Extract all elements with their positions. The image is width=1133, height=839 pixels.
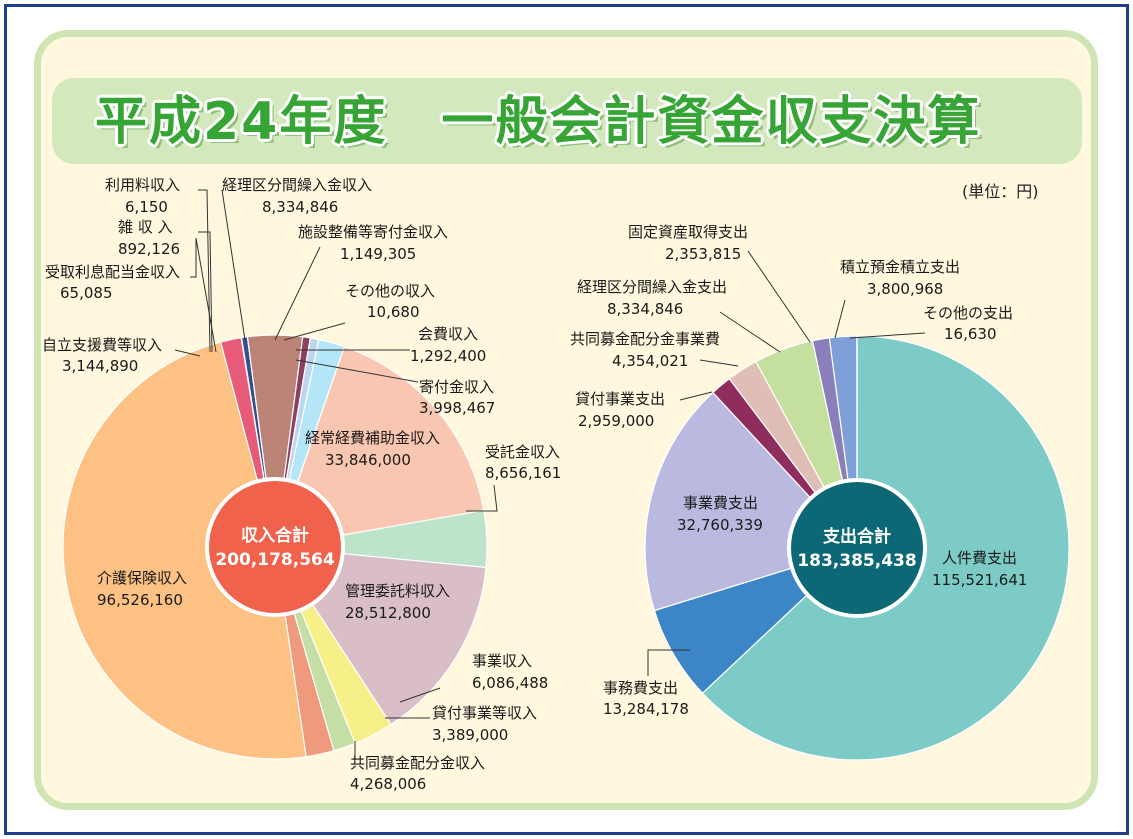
pie-0-label-10: 経理区分間繰入金収入 (222, 176, 372, 194)
pie-0-value-11: 1,149,305 (340, 245, 416, 263)
pie-1-leader-1 (647, 649, 690, 676)
pie-1-leader-4 (699, 359, 739, 367)
pie-0-leader-11 (274, 246, 321, 341)
pie-1-value-0: 115,521,641 (932, 571, 1027, 589)
pie-1-label-3: 貸付事業支出 (575, 390, 665, 408)
pie-0-leader-9 (198, 189, 211, 353)
pie-0-label-8: 雑 収 入 (118, 218, 173, 236)
pie-1-leader-6 (747, 250, 811, 343)
pie-1-label-0: 人件費支出 (942, 549, 1017, 567)
pie-0-label-14: 寄付金収入 (419, 378, 494, 396)
pie-0-label-11: 施設整備等寄付金収入 (298, 223, 448, 241)
pie-1-value-2: 32,760,339 (677, 516, 763, 534)
pie-0-value-2: 6,086,488 (472, 674, 548, 692)
pie-0-leader-7 (190, 237, 217, 353)
pie-1-label-8: その他の支出 (923, 304, 1013, 322)
pie-0-value-9: 6,150 (125, 198, 168, 216)
pie-0-label-2: 事業収入 (472, 652, 532, 670)
pie-0-value-3: 3,389,000 (432, 726, 508, 744)
pie-0-total-value: 200,178,564 (215, 550, 335, 570)
pie-0-label-4: 共同募金配分金収入 (350, 754, 485, 772)
pie-0-slice-15 (274, 345, 485, 548)
pie-1-value-8: 16,630 (944, 325, 997, 343)
pie-0-label-9: 利用料収入 (105, 176, 180, 194)
pie-0-leader-0 (466, 484, 498, 512)
pie-1-label-4: 共同募金配分金事業費 (570, 330, 720, 348)
pie-1-value-7: 3,800,968 (867, 280, 943, 298)
pie-0-label-3: 貸付事業等収入 (432, 704, 537, 722)
pie-1-value-5: 8,334,846 (607, 300, 683, 318)
pie-0-center (209, 481, 341, 613)
pie-0-label-0: 受託金収入 (485, 443, 560, 461)
page-title: 平成24年度 一般会計資金収支決算 (95, 92, 982, 152)
pie-0-value-7: 65,085 (60, 284, 113, 302)
pie-0-leader-6 (174, 349, 201, 357)
pie-1-center (791, 482, 923, 614)
pie-0-value-5: 96,526,160 (97, 591, 183, 609)
pie-0-value-6: 3,144,890 (62, 357, 138, 375)
pie-1-leader-7 (834, 299, 846, 339)
pie-1-label-1: 事務費支出 (603, 679, 678, 697)
pie-1-value-6: 2,353,815 (665, 245, 741, 263)
pie-0-label-12: その他の収入 (345, 282, 435, 300)
pie-1-leader-5 (719, 311, 781, 353)
pie-0-leader-10 (221, 189, 246, 341)
pie-0-leader-14 (295, 359, 419, 383)
pie-0-label-6: 自立支援費等収入 (42, 336, 162, 354)
pie-0-label-1: 管理委託料収入 (345, 582, 450, 600)
pie-1-label-5: 経理区分間繰入金支出 (577, 278, 727, 296)
pie-0-value-1: 28,512,800 (345, 604, 431, 622)
pie-0-leader-12 (283, 322, 346, 341)
pie-0-slice-5 (62, 341, 307, 760)
pie-0-value-10: 8,334,846 (262, 198, 338, 216)
unit-label: (単位：円) (962, 182, 1039, 201)
pie-0-value-13: 1,292,400 (410, 347, 486, 365)
pie-0-value-12: 10,680 (367, 303, 420, 321)
pie-0-value-15: 33,846,000 (325, 451, 411, 469)
pie-0-value-4: 4,268,006 (350, 775, 426, 793)
pie-1-total-value: 183,385,438 (797, 551, 916, 571)
pie-0-label-13: 会費収入 (418, 325, 478, 343)
pie-0-value-0: 8,656,161 (485, 464, 561, 482)
pie-1-value-4: 4,354,021 (612, 352, 688, 370)
pie-0-leader-8 (198, 231, 213, 353)
title-bar (52, 78, 1082, 164)
pie-1-value-3: 2,959,000 (578, 412, 654, 430)
pie-1-label-2: 事業費支出 (683, 494, 758, 512)
pie-1-leader-8 (849, 332, 926, 339)
pie-1-leader-3 (679, 391, 713, 401)
pie-0-value-14: 3,998,467 (419, 399, 495, 417)
pie-1-label-7: 積立預金積立支出 (840, 258, 960, 276)
pie-0-total-label: 収入合計 (241, 525, 309, 546)
pie-0-value-8: 892,126 (118, 240, 180, 258)
pie-1-label-6: 固定資産取得支出 (628, 223, 748, 241)
pie-1-total-label: 支出合計 (823, 526, 891, 547)
pie-0-leader-2 (399, 687, 441, 703)
pie-0-label-15: 経常経費補助金収入 (305, 429, 440, 447)
pie-0-label-7: 受取利息配当金収入 (45, 263, 180, 281)
pie-0-label-5: 介護保険収入 (97, 569, 187, 587)
pie-1-value-1: 13,284,178 (603, 700, 689, 718)
